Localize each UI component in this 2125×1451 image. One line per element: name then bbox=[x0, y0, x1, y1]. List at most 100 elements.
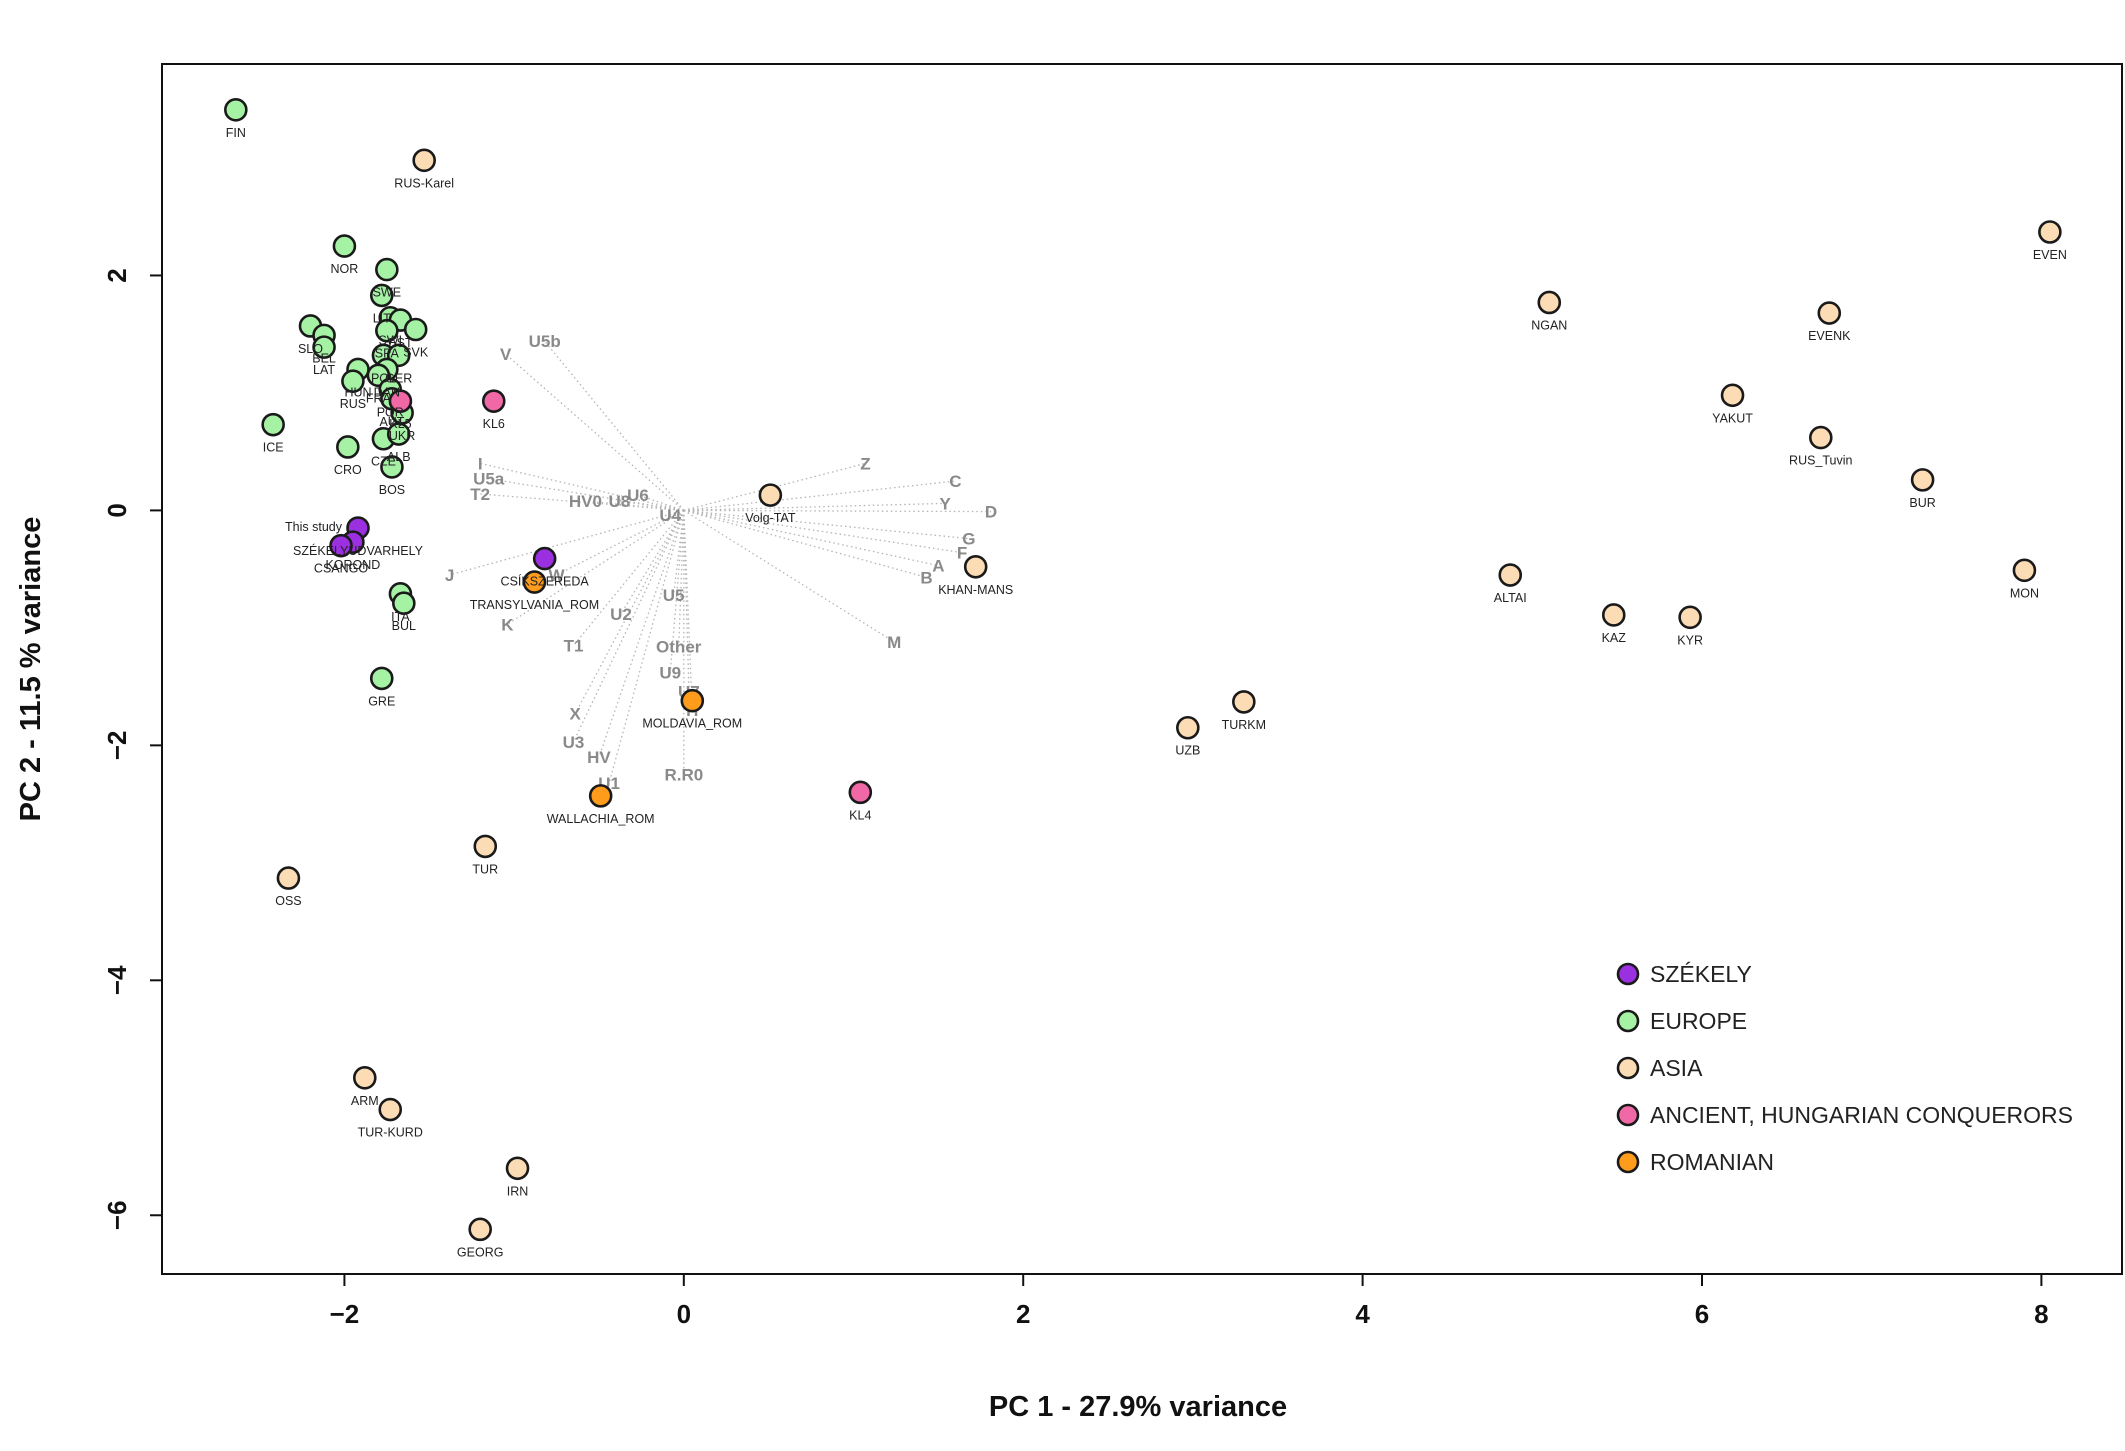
point-spa bbox=[375, 318, 399, 343]
vector-y bbox=[683, 502, 946, 512]
point-label-transylvania-rom: TRANSYLVANIA_ROM bbox=[470, 598, 599, 612]
x-axis-label: PC 1 - 27.9% variance bbox=[989, 1391, 1287, 1423]
vector-other bbox=[678, 510, 685, 647]
x-tick-label-6: 6 bbox=[1695, 1299, 1709, 1329]
vector-d bbox=[683, 509, 991, 513]
point-label-fin: FIN bbox=[226, 126, 246, 140]
haplogroup-label-u3: U3 bbox=[563, 733, 585, 752]
point-label-uzb: UZB bbox=[1175, 744, 1200, 758]
haplogroup-label-y: Y bbox=[939, 494, 951, 513]
y-axis-label: PC 2 - 11.5 % variance bbox=[15, 517, 47, 822]
point-label-altai: ALTAI bbox=[1494, 591, 1527, 605]
point-csikszereda bbox=[532, 546, 557, 571]
point-transylvania-rom bbox=[522, 570, 547, 594]
point-label-arm: ARM bbox=[351, 1094, 379, 1108]
point-wallachia-rom bbox=[588, 784, 613, 808]
point-label-rus-tuvin: RUS_Tuvin bbox=[1789, 454, 1852, 468]
point-ngan bbox=[1537, 290, 1562, 315]
haplogroup-label-t2: T2 bbox=[470, 485, 490, 504]
point-nor bbox=[332, 234, 357, 258]
point-tur-kurd bbox=[378, 1097, 403, 1122]
haplogroup-label-u4: U4 bbox=[659, 506, 681, 525]
point-label-lat: LAT bbox=[313, 363, 335, 377]
point-rus-karel bbox=[412, 148, 436, 173]
haplogroup-label-t1: T1 bbox=[564, 637, 584, 656]
haplogroup-label-d: D bbox=[985, 503, 997, 522]
vector-b bbox=[683, 509, 927, 578]
vector-h bbox=[683, 510, 693, 711]
legend-marker-ancient-hungarian-conquerors bbox=[1616, 1103, 1640, 1127]
haplogroup-label-z: Z bbox=[860, 454, 870, 473]
point-label-mon: MON bbox=[2010, 586, 2039, 600]
vector-u7 bbox=[683, 510, 690, 692]
point-label-dan: DAN bbox=[374, 385, 400, 399]
point-label-alb: ALB bbox=[387, 450, 411, 464]
haplogroup-label-hv0: HV0 bbox=[569, 492, 602, 511]
haplogroup-label-c: C bbox=[949, 472, 961, 491]
point-cro bbox=[336, 435, 360, 459]
annotation-this-study: This study bbox=[285, 520, 343, 534]
plot-frame bbox=[161, 63, 2123, 1275]
point-label-ice: ICE bbox=[263, 441, 284, 455]
haplogroup-label-r-r0: R.R0 bbox=[664, 766, 703, 785]
axes: −2 0 2 4 6 8 −6 −4 −2 0 2 bbox=[102, 268, 2049, 1329]
haplogroup-label-u2: U2 bbox=[610, 605, 632, 624]
point-bos bbox=[380, 455, 404, 479]
point-label-korond: KOROND bbox=[325, 558, 380, 572]
vector-u5b bbox=[544, 340, 685, 511]
point-label-kl5: KL5 bbox=[389, 417, 411, 431]
point-bul bbox=[392, 591, 416, 616]
y-tick-label-2: 2 bbox=[102, 268, 132, 282]
point-label-nor: NOR bbox=[331, 262, 359, 276]
legend-marker-szekely bbox=[1616, 962, 1640, 986]
vector-w bbox=[556, 509, 685, 576]
point-gre bbox=[369, 666, 394, 691]
point-label-cze: CZE bbox=[371, 455, 396, 469]
point-kyr bbox=[1678, 605, 1702, 630]
point-rus-tuvin bbox=[1808, 425, 1833, 450]
point-label-csikszereda: CSÍKSZEREDA bbox=[501, 574, 590, 589]
vector-i bbox=[480, 462, 684, 512]
point-label-volg-tat: Volg-TAT bbox=[745, 511, 796, 525]
point-khan-mans bbox=[963, 554, 988, 579]
vector-u8 bbox=[619, 500, 684, 512]
haplogroup-label-x: X bbox=[570, 705, 582, 724]
legend-marker-asia bbox=[1616, 1056, 1640, 1080]
point-alb bbox=[386, 422, 411, 446]
point-kl6 bbox=[481, 389, 506, 413]
legend-label-ancient-hungarian-conquerors: ANCIENT, HUNGARIAN CONQUERORS bbox=[1650, 1102, 2073, 1128]
vector-g bbox=[683, 509, 969, 540]
point-label-ita: ITA bbox=[391, 610, 410, 624]
legend-label-szekely: SZÉKELY bbox=[1650, 961, 1752, 987]
vector-j bbox=[449, 509, 684, 576]
point-uzb bbox=[1176, 715, 1200, 740]
point-csango bbox=[329, 533, 353, 558]
point-evenk bbox=[1817, 301, 1842, 325]
haplogroup-label-u8: U8 bbox=[608, 492, 630, 511]
point-label-pol: POL bbox=[371, 371, 396, 385]
haplogroup-label-hv: HV bbox=[587, 748, 611, 767]
point-kl4 bbox=[848, 780, 873, 805]
point-label-georg: GEORG bbox=[457, 1245, 504, 1259]
point-label-khan-mans: KHAN-MANS bbox=[938, 583, 1013, 597]
population-points bbox=[224, 98, 2062, 1242]
vector-hv0 bbox=[585, 500, 684, 512]
haplogroup-label-m: M bbox=[887, 633, 901, 652]
point-label-oss: OSS bbox=[275, 894, 301, 908]
legend-label-romanian: ROMANIAN bbox=[1650, 1149, 1774, 1175]
point-label-bur: BUR bbox=[1909, 496, 1935, 510]
point-label-por: POR bbox=[377, 405, 404, 419]
haplogroup-label-w: W bbox=[549, 566, 566, 585]
point-label-wallachia-rom: WALLACHIA_ROM bbox=[547, 812, 655, 826]
point-label-aut: AUT bbox=[379, 415, 404, 429]
point-label-ger: GER bbox=[385, 371, 412, 385]
point-label-bul: BUL bbox=[392, 619, 416, 633]
x-tick-label-2: 2 bbox=[1016, 1299, 1030, 1329]
legend: SZÉKELY EUROPE ASIA ANCIENT, HUNGARIAN CONQ… bbox=[1616, 961, 2073, 1175]
y-tick-label--2: −2 bbox=[102, 731, 132, 761]
point-lit bbox=[369, 283, 394, 308]
haplogroup-label-g: G bbox=[962, 530, 975, 549]
point-label-svk: SVK bbox=[403, 345, 429, 359]
point-label-kl4: KL4 bbox=[849, 808, 871, 822]
